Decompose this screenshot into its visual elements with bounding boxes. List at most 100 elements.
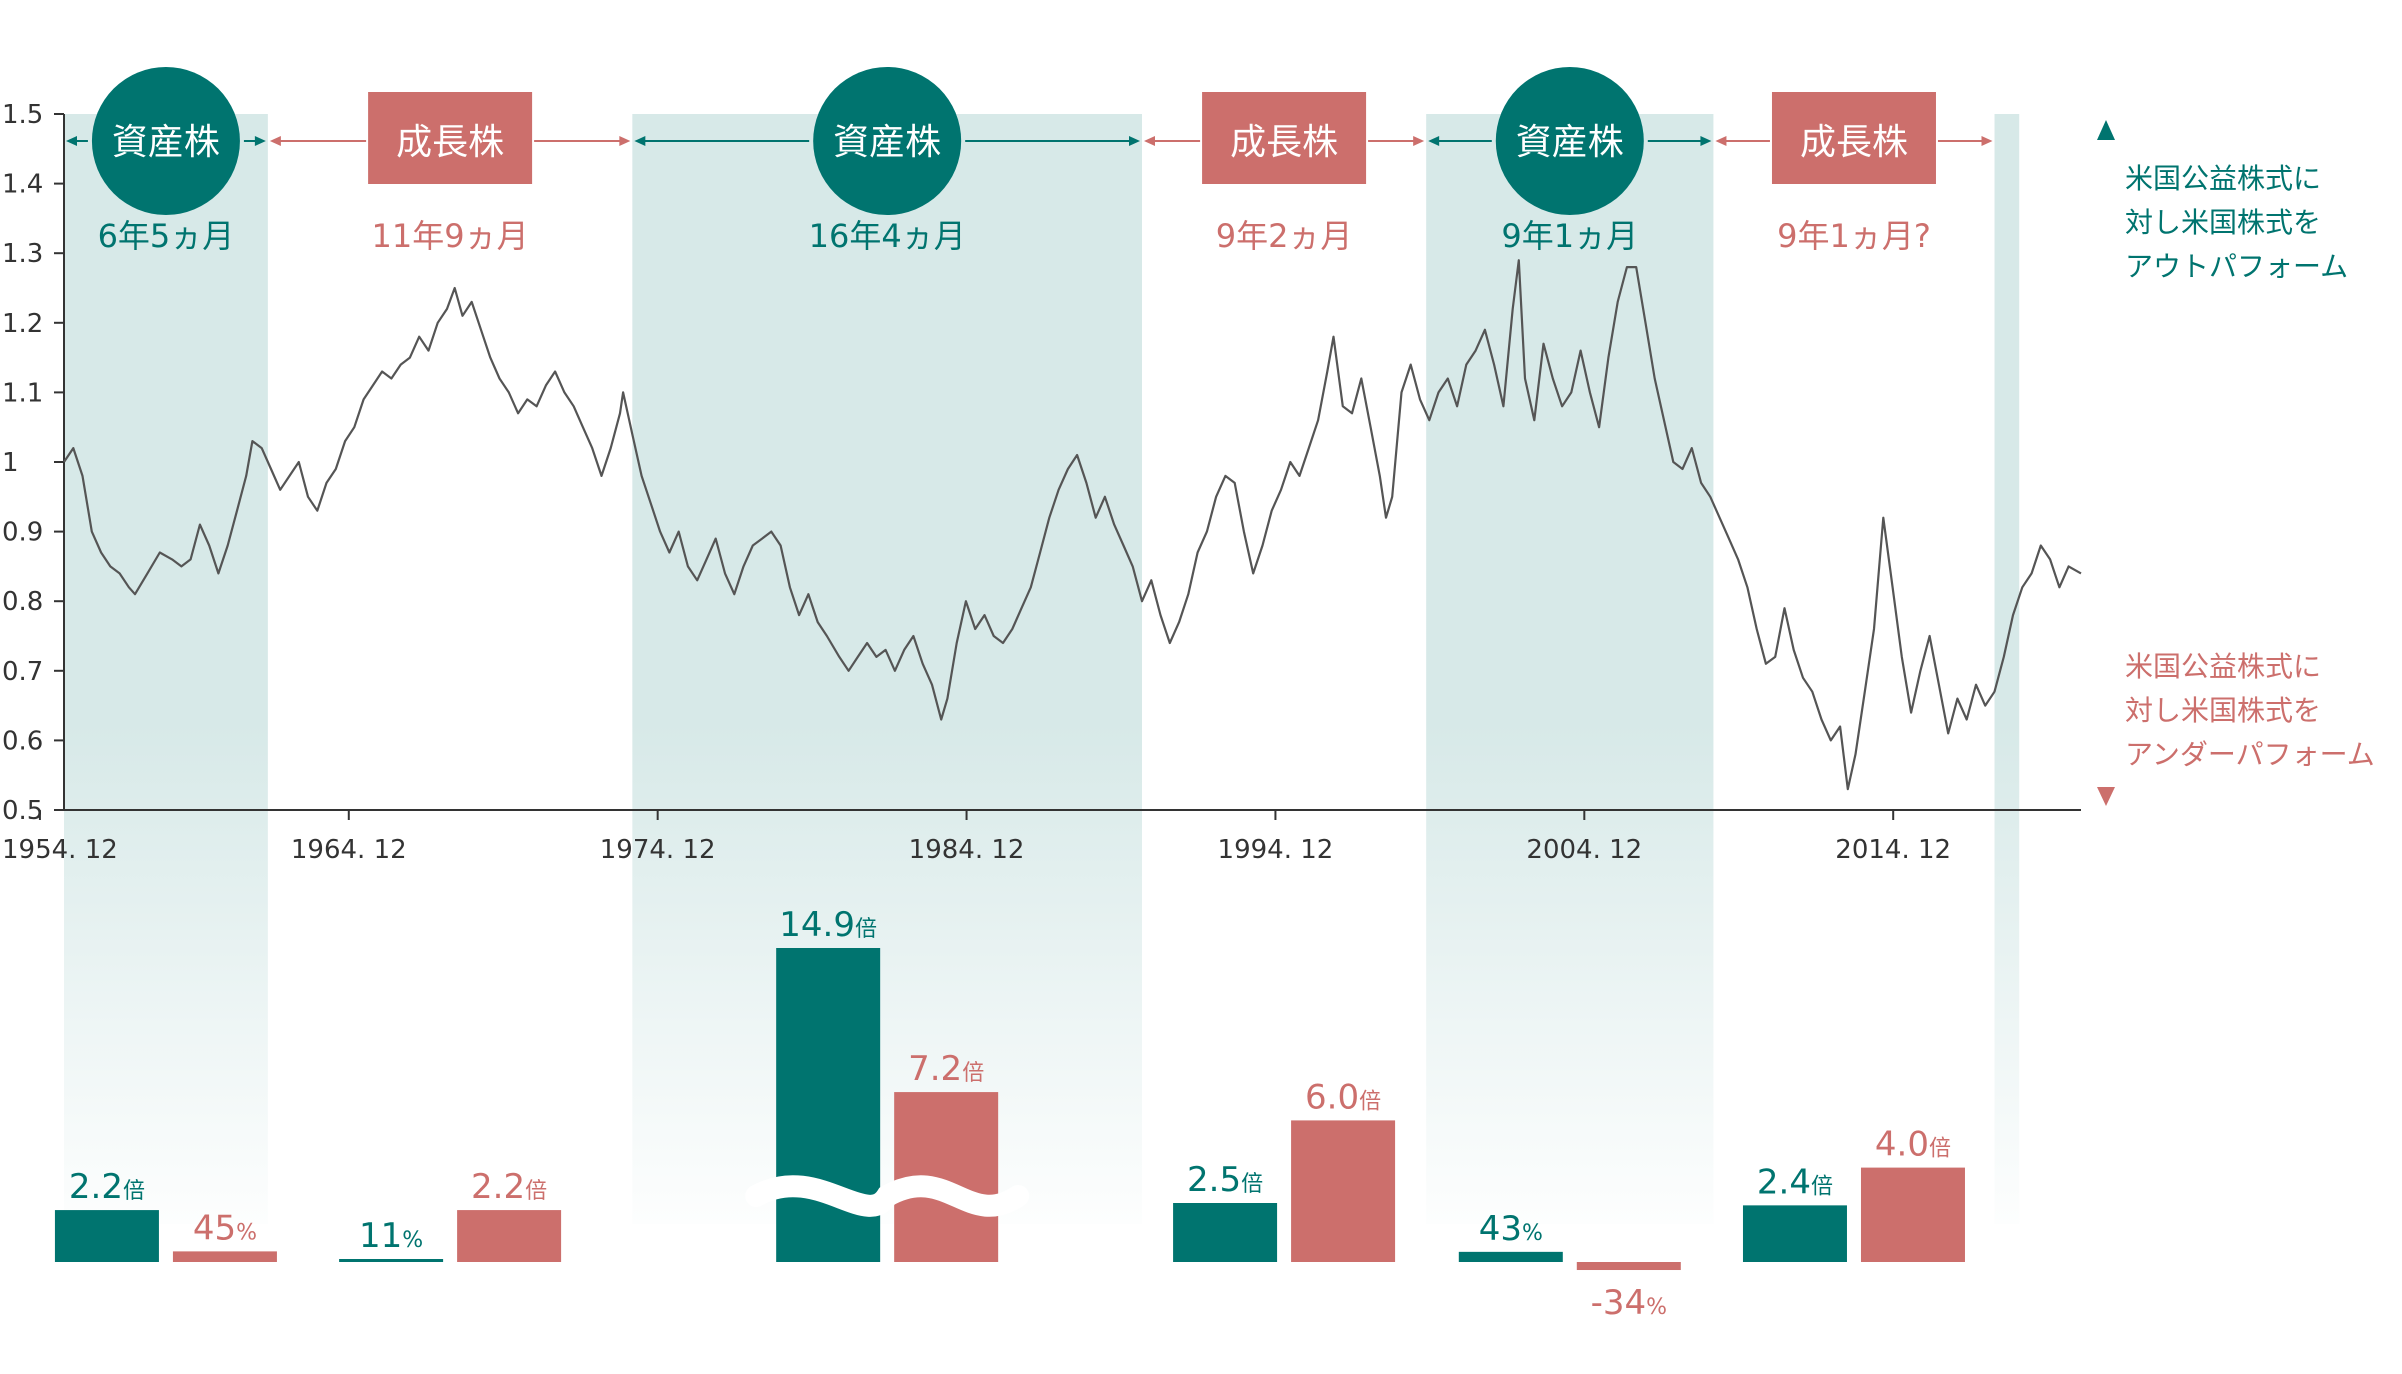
legend-outperform-line-1: 米国公益株式に [2125,162,2321,195]
era-span-arrowhead-right [1981,136,1993,146]
return-bar-label-unit: 倍 [1241,1172,1263,1197]
return-bar-label-unit: 倍 [1929,1137,1951,1162]
x-tick-label: 1974. 12 [600,835,716,865]
return-bar-label-value: 11% [359,1216,423,1256]
return-bar-growth [457,1210,562,1262]
return-bar-label-growth: 2.2倍 [471,1167,547,1207]
x-tick-label: 1954. 12 [2,835,118,865]
return-bar-label-number: 45 [193,1208,236,1248]
return-bar-label-unit: 倍 [525,1179,547,1204]
y-tick-label: 0.6 [2,726,43,756]
x-tick-label: 2014. 12 [1835,835,1951,865]
era-bands [64,114,2020,1224]
return-bar-label-unit: 倍 [123,1179,145,1204]
return-bar-label-growth: 4.0倍 [1875,1125,1951,1165]
era-duration: 9年2ヵ月 [1216,217,1353,255]
era-label: 成長株 [1230,122,1338,163]
y-tick-label: 1.2 [2,309,43,339]
performance-legend: 米国公益株式に 対し米国株式を アウトパフォーム 米国公益株式に 対し米国株式を… [2097,120,2375,806]
era-span-arrowhead-left [1143,136,1155,146]
legend-underperform-line-3: アンダーパフォーム [2125,738,2375,771]
return-bar-growth [1860,1167,1965,1262]
return-bar-label-growth: 7.2倍 [908,1049,984,1089]
return-bar-label-unit: 倍 [962,1061,984,1086]
era-header-6: 成長株 9年1ヵ月? [1715,92,1993,255]
return-bar-label-number: 6.0 [1305,1077,1359,1117]
era-span-arrowhead-right [619,136,631,146]
return-bar-growth [1576,1262,1681,1271]
legend-outperform-line-3: アウトパフォーム [2125,250,2348,283]
return-bar-label-value: 2.4倍 [1757,1162,1833,1202]
legend-arrow-up-head [2097,120,2115,140]
era-label: 資産株 [112,122,220,163]
y-tick-label: 1.5 [2,100,43,130]
era-label: 資産株 [1516,122,1624,163]
return-bar-value [54,1210,159,1262]
return-bar-label-number: 2.2 [471,1167,525,1207]
era-band-1 [64,114,268,1224]
current-era-band [1994,114,2020,1224]
return-bar-label-value: 43% [1479,1209,1543,1249]
era-span-arrowhead-left [634,136,646,146]
era-span-arrowhead-right [254,136,266,146]
x-axis: 1954. 12 1964. 12 1974. 12 1984. 12 1994. 12… [2,809,2081,865]
legend-underperform-line-1: 米国公益株式に [2125,650,2321,683]
return-bar-label-number: -34 [1591,1283,1647,1323]
era-label-box [368,92,533,184]
era-label-box [1771,92,1936,184]
era-duration: 6年5ヵ月 [98,217,235,255]
return-bar-label-number: 43 [1479,1209,1522,1249]
y-tick-label: 0.7 [2,657,43,687]
return-bar-label-growth: 45% [193,1208,257,1248]
era-span-arrowhead-right [1128,136,1140,146]
era-header-5: 資産株 9年1ヵ月 [1428,67,1712,255]
era-label: 成長株 [396,122,504,163]
return-bar-label-number: 4.0 [1875,1125,1929,1165]
return-bar-label-value: 2.5倍 [1187,1160,1263,1200]
y-tick-label: 1.1 [2,378,43,408]
y-tick-label: 1 [2,448,19,478]
era-header-1: 資産株 6年5ヵ月 [66,67,266,255]
x-tick-label: 1994. 12 [1218,835,1334,865]
era-span-arrowhead-left [1428,136,1440,146]
y-tick-label: 0.9 [2,518,43,548]
era-header-4: 成長株 9年2ヵ月 [1143,92,1425,255]
era-span-arrowhead-right [1700,136,1712,146]
y-tick-label: 1.4 [2,170,43,200]
era-label-circle [91,67,240,215]
era-span-arrowhead-right [1413,136,1425,146]
era-headers: 資産株 6年5ヵ月 成長株 11年9ヵ月 資産株 16年4ヵ月 成長株 9年2ヵ月 資産株 9年1… [66,67,1993,255]
era-header-2: 成長株 11年9ヵ月 [269,92,631,255]
return-bar-label-value: 2.2倍 [69,1167,145,1207]
return-bar-growth [1291,1120,1396,1262]
x-tick-label: 2004. 12 [1526,835,1642,865]
return-bar-value [1742,1205,1847,1262]
return-bar-label-unit: % [1522,1221,1543,1246]
era-label-box [1202,92,1367,184]
ratio-line [63,259,2082,791]
return-bar-label-growth: 6.0倍 [1305,1077,1381,1117]
axis-break-mark [745,1175,1030,1217]
era-span-arrowhead-left [1715,136,1727,146]
x-tick-label: 1984. 12 [909,835,1025,865]
era-duration: 9年1ヵ月? [1777,217,1931,255]
return-bar-value [1458,1251,1563,1262]
return-bar-label-growth: -34% [1591,1283,1667,1323]
era-band-5 [1426,114,1714,1224]
legend-outperform-line-2: 対し米国株式を [2125,206,2321,239]
return-bar-value [1173,1203,1278,1262]
return-bar-label-unit: 倍 [1359,1089,1381,1114]
return-bar-label-number: 2.2 [69,1167,123,1207]
era-label-circle [813,67,962,215]
return-bar-label-number: 14.9 [779,905,855,945]
legend-arrow-down-head [2097,787,2115,806]
return-bar-growth [172,1251,277,1262]
y-tick-label: 0.5 [2,796,43,826]
return-bar-label-number: 2.4 [1757,1162,1811,1202]
era-duration: 9年1ヵ月 [1501,217,1638,255]
era-span-arrowhead-left [66,136,77,146]
y-axis: 0.5 0.6 0.7 0.8 0.9 1 1.1 1.2 1.3 1.4 1.5 [2,100,65,826]
era-label: 資産株 [833,122,941,163]
